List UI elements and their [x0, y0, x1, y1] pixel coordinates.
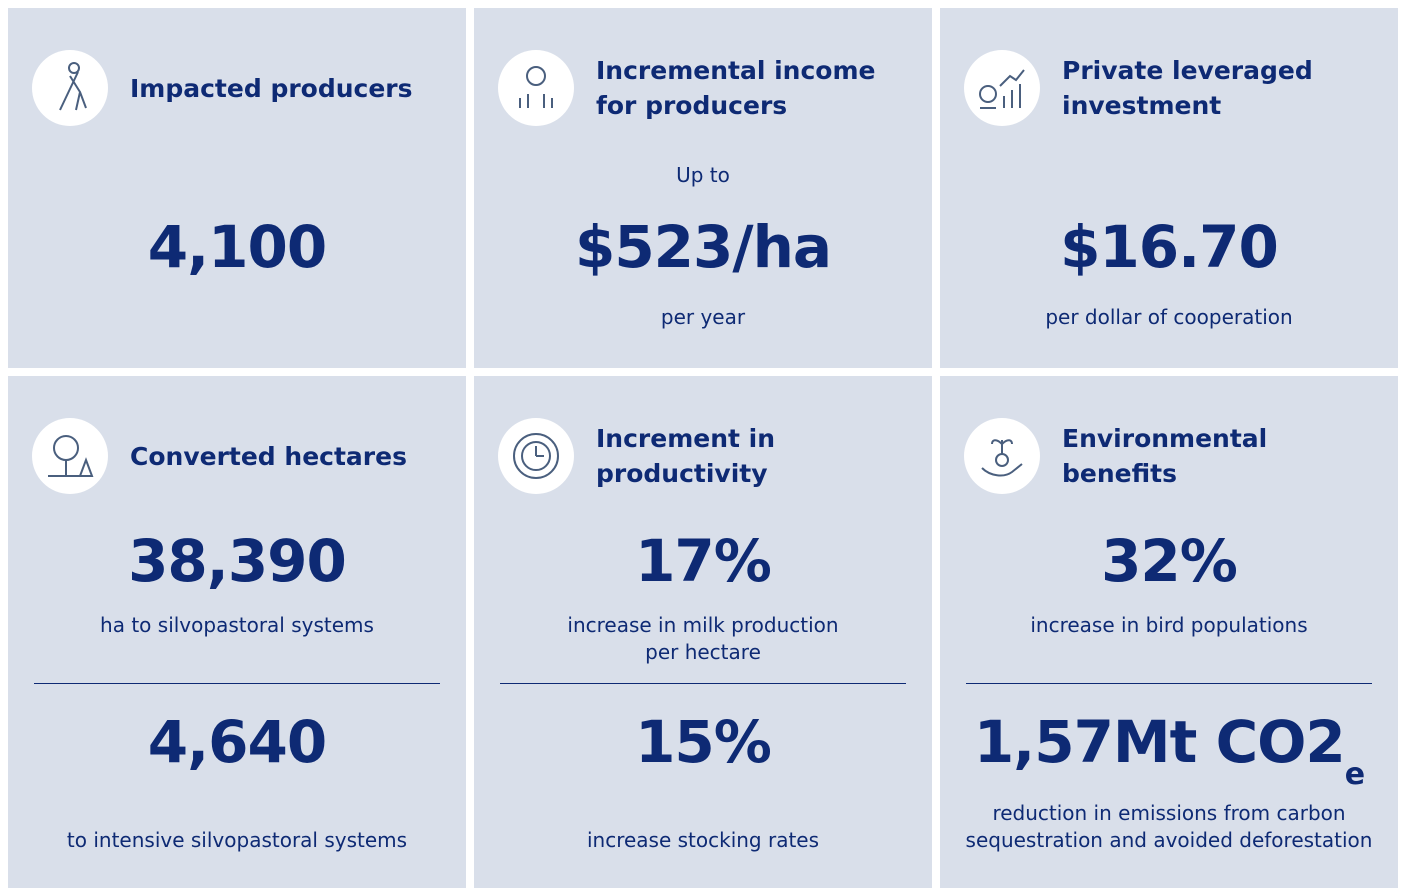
- icon: [498, 50, 574, 126]
- metric-value: 15%: [474, 707, 932, 777]
- card: Converted hectares 38,390 ha to silvopasto…: [8, 376, 466, 888]
- metric-value-text: $523/ha: [574, 213, 832, 281]
- icon: [32, 418, 108, 494]
- card: Impacted producers 4,100: [8, 8, 466, 368]
- metric-value: 32%: [940, 526, 1398, 596]
- metric-caption: increase stocking rates: [586, 828, 820, 852]
- divider: [500, 683, 906, 684]
- metric-caption: increase in bird populations: [1030, 613, 1308, 637]
- card: Private leveraged investment $16.70 per do…: [940, 8, 1398, 368]
- metric-caption: to intensive silvopastoral systems: [66, 828, 408, 852]
- card-header: Increment in productivity: [498, 418, 886, 494]
- card: Increment in productivity 17% increase in …: [474, 376, 932, 888]
- metric-value-text: 4,100: [147, 213, 327, 281]
- card-header: Environmental benefits: [964, 418, 1352, 494]
- card-title: Incremental income for producers: [596, 56, 876, 120]
- metric-value: 38,390: [8, 526, 466, 596]
- card-header: Private leveraged investment: [964, 50, 1352, 126]
- metric-caption: increase in milk production per hectare: [567, 613, 839, 664]
- metric-value: 4,640: [8, 707, 466, 777]
- card-title: Environmental benefits: [1062, 424, 1268, 488]
- card-title: Impacted producers: [130, 73, 413, 103]
- card: Environmental benefits 32% increase in bir…: [940, 376, 1398, 888]
- metric-caption: per dollar of cooperation: [1045, 305, 1293, 329]
- card-title: Private leveraged investment: [1062, 56, 1313, 120]
- metric-prefix: Up to: [676, 163, 730, 187]
- card-title: Converted hectares: [130, 441, 407, 471]
- metric-value-text: 38,390: [128, 527, 347, 595]
- card-title: Increment in productivity: [596, 424, 776, 488]
- metric-value-text: $16.70: [1060, 213, 1279, 281]
- icon: [498, 418, 574, 494]
- metric-value-text: 15%: [635, 708, 772, 776]
- metric-value: 4,100: [8, 212, 466, 282]
- metric-value-text: 1,57Mt CO2: [973, 708, 1346, 776]
- metric-value-text: 17%: [635, 527, 772, 595]
- card-header: Impacted producers: [32, 50, 420, 126]
- metric-caption: per year: [660, 305, 746, 329]
- metric-value: 17%: [474, 526, 932, 596]
- card-header: Incremental income for producers: [498, 50, 886, 126]
- metric-value: $16.70: [940, 212, 1398, 282]
- metric-value-text: 4,640: [147, 708, 327, 776]
- metric-subscript: e: [1344, 757, 1365, 792]
- card: Incremental income for producers Up to $52…: [474, 8, 932, 368]
- metric-caption: reduction in emissions from carbon seque…: [965, 801, 1373, 852]
- metric-value: $523/ha: [474, 212, 932, 282]
- metric-caption: ha to silvopastoral systems: [100, 613, 374, 637]
- card-header: Converted hectares: [32, 418, 420, 494]
- icon: [964, 418, 1040, 494]
- icon: [32, 50, 108, 126]
- divider: [966, 683, 1372, 684]
- metric-value-text: 32%: [1101, 527, 1238, 595]
- divider: [34, 683, 440, 684]
- metric-value: 1,57Mt CO2e: [940, 707, 1398, 810]
- icon: [964, 50, 1040, 126]
